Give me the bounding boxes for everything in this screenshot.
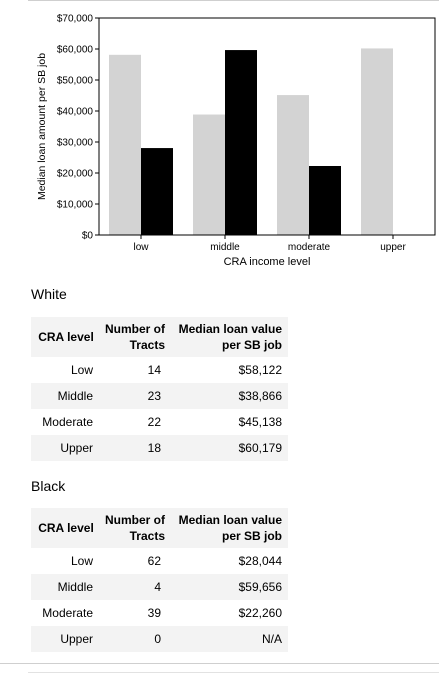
table-row: Low 14 $58,122: [31, 357, 288, 383]
cell-median-loan: $22,260: [238, 606, 282, 620]
cell-median-loan: $45,138: [238, 415, 282, 429]
cell-median-loan: N/A: [171, 626, 288, 652]
cell-median-loan: $58,122: [238, 363, 282, 377]
cell-cra-level: Moderate: [42, 606, 93, 620]
table-row: Middle 23 $38,866: [31, 383, 288, 409]
table-row: Upper 0 N/A: [31, 626, 288, 652]
cell-median-loan: $38,866: [171, 383, 288, 409]
cell-tracts: 22: [147, 415, 161, 429]
black-table: CRA level Number of Tracts Median loan va…: [31, 508, 288, 652]
cell-tracts: 39: [147, 606, 161, 620]
cell-cra-level: Middle: [31, 574, 99, 600]
y-axis-label: Median loan amount per SB job: [36, 53, 48, 200]
header-number-of-tracts: Number of Tracts: [99, 508, 171, 548]
y-tick-label: $40,000: [57, 107, 94, 118]
y-tick-label: $20,000: [57, 169, 94, 180]
white-table: CRA level Number of Tracts Median loan va…: [31, 317, 288, 461]
table-row: Upper 18 $60,179: [31, 435, 288, 461]
cell-median-loan: $28,044: [238, 554, 282, 568]
bar: [109, 54, 141, 235]
cell-cra-level: Upper: [31, 435, 99, 461]
bar: [309, 165, 341, 235]
plot-frame: [98, 17, 436, 236]
header-cra-level: CRA level: [31, 508, 99, 548]
white-table-title: White: [31, 286, 67, 302]
bottom-divider: [0, 663, 439, 664]
header-median-loan-value: Median loan value per SB job: [171, 317, 288, 357]
cell-cra-level: Moderate: [42, 415, 93, 429]
cell-median-loan: $60,179: [171, 435, 288, 461]
cell-median-loan: $59,656: [171, 574, 288, 600]
bar: [193, 114, 225, 235]
header-number-of-tracts: Number of Tracts: [99, 317, 171, 357]
header-cra-level: CRA level: [31, 317, 99, 357]
table-row: Low 62 $28,044: [31, 548, 288, 574]
table-header-row: CRA level Number of Tracts Median loan va…: [31, 317, 288, 357]
cell-cra-level: Middle: [31, 383, 99, 409]
black-table-title: Black: [31, 478, 66, 494]
bar: [277, 95, 309, 235]
cell-tracts: 14: [147, 363, 161, 377]
cell-cra-level: Low: [70, 363, 93, 377]
table-row: Middle 4 $59,656: [31, 574, 288, 600]
x-tick-label: upper: [380, 242, 406, 253]
cell-cra-level: Low: [70, 554, 93, 568]
bar: [361, 48, 393, 235]
top-divider: [28, 0, 439, 1]
cell-tracts: 23: [99, 383, 171, 409]
cell-tracts: 0: [99, 626, 171, 652]
header-median-loan-value: Median loan value per SB job: [171, 508, 288, 548]
table-row: Moderate 22 $45,138: [31, 409, 288, 435]
y-tick-label: $30,000: [57, 138, 94, 149]
bar: [225, 50, 257, 235]
table-row: Moderate 39 $22,260: [31, 600, 288, 626]
table-header-row: CRA level Number of Tracts Median loan va…: [31, 508, 288, 548]
y-tick-label: $10,000: [57, 200, 94, 211]
cell-tracts: 4: [99, 574, 171, 600]
x-tick-label: low: [133, 242, 149, 253]
x-tick-label: moderate: [288, 242, 331, 253]
cell-cra-level: Upper: [31, 626, 99, 652]
bar-chart: low middle moderate upper $0 $10,000 $20,000 $3…: [36, 14, 436, 268]
x-axis-label: CRA income level: [224, 256, 311, 268]
x-tick-label: middle: [210, 242, 240, 253]
y-tick-label: $60,000: [57, 45, 94, 56]
y-tick-label: $50,000: [57, 76, 94, 87]
y-tick-label: $70,000: [57, 14, 94, 25]
y-tick-label: $0: [82, 231, 94, 242]
bar: [141, 148, 173, 235]
cell-tracts: 62: [147, 554, 161, 568]
cell-tracts: 18: [99, 435, 171, 461]
